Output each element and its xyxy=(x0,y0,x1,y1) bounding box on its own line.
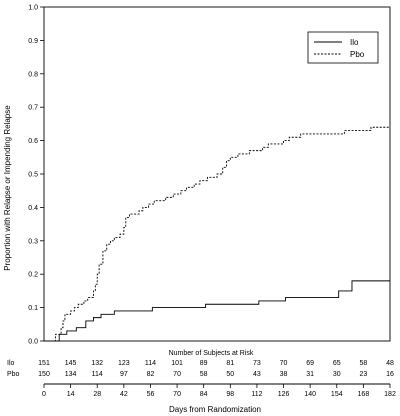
risk-value-pbo: 58 xyxy=(200,371,208,378)
risk-value-ilo: 101 xyxy=(171,360,183,367)
x-tick-label: 126 xyxy=(278,391,290,398)
y-tick-label: 0.1 xyxy=(28,305,38,312)
series-lines xyxy=(44,126,390,342)
risk-value-pbo: 23 xyxy=(359,371,367,378)
risk-row-label-ilo: Ilo xyxy=(7,360,15,367)
risk-value-pbo: 50 xyxy=(226,371,234,378)
y-tick-label: 0.0 xyxy=(28,339,38,346)
risk-value-ilo: 114 xyxy=(145,360,156,367)
y-tick-label: 0.5 xyxy=(28,172,38,179)
x-tick-label: 0 xyxy=(42,391,46,398)
risk-value-ilo: 89 xyxy=(200,360,208,367)
risk-value-ilo: 81 xyxy=(226,360,234,367)
y-tick-label: 0.9 xyxy=(28,38,38,45)
x-axis-title: Days from Randomization xyxy=(169,405,261,414)
risk-value-ilo: 73 xyxy=(253,360,261,367)
x-tick-label: 70 xyxy=(173,391,181,398)
y-tick-label: 0.7 xyxy=(28,105,38,112)
x-tick-label: 84 xyxy=(200,391,208,398)
x-tick-label: 14 xyxy=(67,391,75,398)
risk-value-pbo: 30 xyxy=(333,371,341,378)
risk-table-title: Number of Subjects at Risk xyxy=(169,350,254,357)
x-tick-label: 154 xyxy=(331,391,343,398)
y-tick-label: 0.2 xyxy=(28,272,38,279)
risk-table: Number of Subjects at Risk Ilo Pbo 151 14… xyxy=(7,350,394,378)
x-tick-label: 112 xyxy=(251,391,262,398)
legend-pbo-label: Pbo xyxy=(350,50,365,59)
x-tick-label: 56 xyxy=(147,391,155,398)
risk-value-ilo: 151 xyxy=(38,360,50,367)
risk-value-pbo: 16 xyxy=(386,371,394,378)
x-tick-label: 140 xyxy=(304,391,316,398)
risk-value-pbo: 134 xyxy=(65,371,77,378)
risk-value-ilo: 58 xyxy=(359,360,367,367)
risk-value-ilo: 132 xyxy=(91,360,103,367)
legend: Ilo Pbo xyxy=(307,31,379,64)
risk-value-pbo: 38 xyxy=(280,371,288,378)
risk-value-pbo: 43 xyxy=(253,371,261,378)
x-tick-label: 98 xyxy=(226,391,234,398)
y-tick-label: 0.6 xyxy=(28,138,38,145)
legend-ilo-label: Ilo xyxy=(350,38,359,47)
x-tick-label: 28 xyxy=(93,391,101,398)
x-tick-label: 168 xyxy=(358,391,370,398)
y-tick-label: 0.8 xyxy=(28,71,38,78)
risk-value-pbo: 114 xyxy=(92,371,103,378)
axes: 0.0 0.1 0.2 0.3 0.4 0.5 0.6 0.7 0.8 0.9 1.0 0 14 28 42… xyxy=(28,5,396,399)
x-tick-label: 42 xyxy=(120,391,128,398)
series-line-pbo xyxy=(44,126,390,342)
y-tick-label: 0.3 xyxy=(28,238,38,245)
risk-value-pbo: 82 xyxy=(147,371,155,378)
risk-value-pbo: 97 xyxy=(120,371,128,378)
x-tick-label: 182 xyxy=(384,391,396,398)
risk-row-label-pbo: Pbo xyxy=(7,371,20,378)
risk-value-ilo: 48 xyxy=(386,360,394,367)
y-tick-label: 0.4 xyxy=(28,205,38,212)
risk-value-ilo: 69 xyxy=(306,360,314,367)
legend-box xyxy=(307,31,379,64)
risk-value-ilo: 70 xyxy=(280,360,288,367)
series-line-ilo xyxy=(44,280,390,342)
risk-value-pbo: 150 xyxy=(38,371,50,378)
risk-value-pbo: 70 xyxy=(173,371,181,378)
risk-value-ilo: 145 xyxy=(65,360,77,367)
risk-value-ilo: 65 xyxy=(333,360,341,367)
y-tick-label: 1.0 xyxy=(28,5,38,12)
risk-value-pbo: 31 xyxy=(306,371,314,378)
risk-value-ilo: 123 xyxy=(118,360,130,367)
y-axis-title: Proportion with Relapse or Impending Rel… xyxy=(3,105,12,271)
